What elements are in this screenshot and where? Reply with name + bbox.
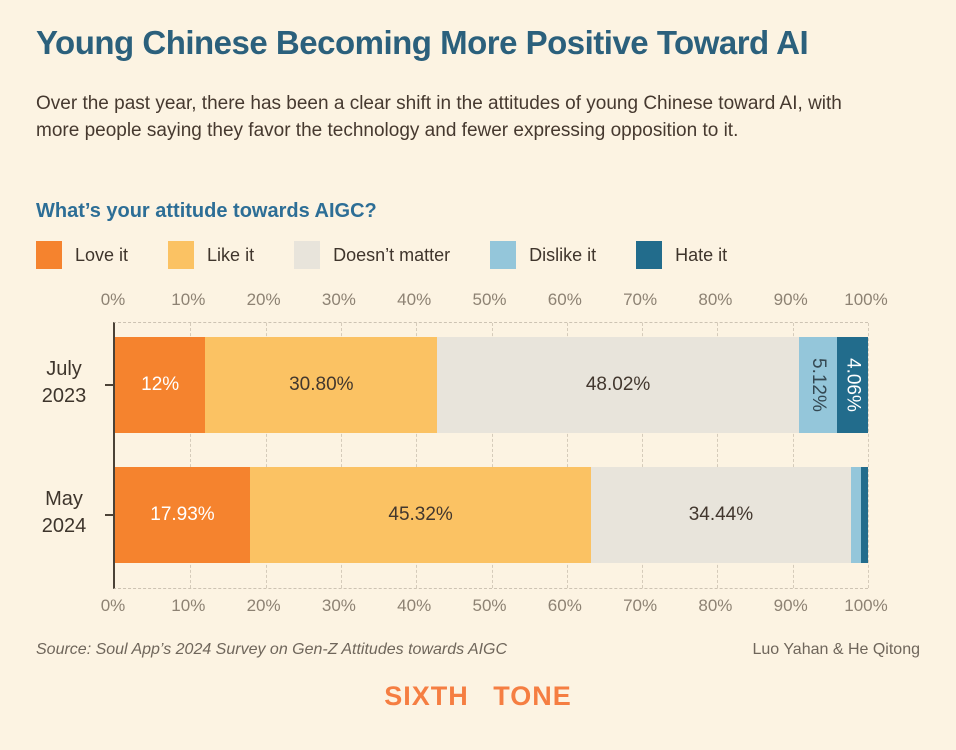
- bar-segment: 34.44%: [591, 467, 851, 563]
- axis-tick-label: 10%: [171, 596, 206, 615]
- axis-tick-label: 0%: [100, 290, 126, 309]
- axis-tick-label: 80%: [698, 596, 733, 615]
- legend-swatch: [294, 241, 321, 269]
- bar-segment: 4.06%: [837, 337, 868, 433]
- plot-area: 12% 30.80% 48.02% 5.12% 4.06% 17.93% 45.32% 34.…: [105, 322, 869, 589]
- bar-row: 17.93% 45.32% 34.44%: [115, 467, 868, 563]
- row-label: July 2023: [41, 358, 87, 407]
- legend-label: Love it: [75, 244, 129, 265]
- row-label: May 2024: [41, 488, 87, 537]
- axis-tick-label: 70%: [623, 290, 658, 309]
- axis-tick-label: 40%: [397, 290, 432, 309]
- axis-tick-label: 100%: [844, 290, 888, 309]
- credit-text: Luo Yahan & He Qitong: [752, 641, 920, 658]
- bar-segment: 45.32%: [250, 467, 592, 563]
- legend-label: Dislike it: [529, 244, 597, 265]
- row-tick: [105, 514, 113, 516]
- gridline: [340, 323, 342, 588]
- bar-segment: 30.80%: [205, 337, 438, 433]
- axis-tick-label: 50%: [472, 596, 507, 615]
- gridline: [792, 323, 794, 588]
- gridline: [642, 323, 644, 588]
- axis-tick-label: 40%: [397, 596, 432, 615]
- axis-top: 0% 10% 20% 30% 40% 50% 60% 70% 80% 90% 100%: [101, 290, 888, 310]
- bar-segment: 17.93%: [115, 467, 250, 563]
- gridline: [566, 323, 568, 588]
- source-text: Source: Soul App’s 2024 Survey on Gen-Z …: [36, 641, 508, 658]
- bar-segment-label: 48.02%: [585, 374, 651, 395]
- legend-item: Love it: [36, 241, 128, 269]
- axis-tick-label: 30%: [321, 290, 356, 309]
- bar-segment-label: 17.93%: [150, 504, 215, 525]
- axis-tick-label: 10%: [171, 290, 206, 309]
- axis-tick-label: 0%: [100, 596, 126, 615]
- chart-question: What’s your attitude towards AIGC?: [36, 200, 377, 222]
- bar-segment-label: 5.12%: [808, 358, 830, 412]
- axis-tick-label: 50%: [472, 290, 507, 309]
- bar-segment: 12%: [115, 337, 206, 433]
- axis-tick-label: 70%: [623, 596, 658, 615]
- gridline: [416, 323, 418, 588]
- bar-segment: [861, 467, 868, 563]
- row-tick: [105, 384, 113, 386]
- gridline: [491, 323, 493, 588]
- legend-item: Dislike it: [490, 241, 596, 269]
- legend-label: Like it: [207, 244, 255, 265]
- axis-tick-label: 20%: [246, 290, 281, 309]
- legend-swatch: [36, 241, 62, 269]
- bar-segment: [850, 467, 862, 563]
- axis-tick-label: 20%: [246, 596, 281, 615]
- page-title: Young Chinese Becoming More Positive Tow…: [36, 24, 809, 61]
- legend-item: Doesn’t matter: [294, 241, 450, 269]
- bar-row: 12% 30.80% 48.02% 5.12% 4.06%: [115, 337, 868, 433]
- legend-item: Like it: [168, 241, 254, 269]
- gridline: [868, 323, 869, 588]
- gridline: [717, 323, 719, 588]
- bar-segment: 48.02%: [437, 337, 799, 433]
- legend-item: Hate it: [636, 241, 727, 269]
- axis-tick-label: 90%: [773, 596, 808, 615]
- axis-tick-label: 80%: [698, 290, 733, 309]
- sixth-tone-logo: SIXTH TONE: [384, 681, 572, 711]
- axis-tick-label: 90%: [773, 290, 808, 309]
- gridline: [190, 323, 192, 588]
- axis-tick-label: 60%: [547, 290, 582, 309]
- bar-segment-label: 45.32%: [388, 504, 453, 525]
- axis-tick-label: 60%: [547, 596, 582, 615]
- gridline: [265, 323, 267, 588]
- bar-segment-label: 4.06%: [842, 358, 864, 412]
- bar-segment-label: 30.80%: [289, 374, 354, 395]
- axis-bottom: 0% 10% 20% 30% 40% 50% 60% 70% 80% 90% 100%: [101, 596, 888, 616]
- legend-label: Doesn’t matter: [333, 244, 451, 265]
- bar-segment: 5.12%: [798, 337, 838, 433]
- bar-segment-label: 12%: [141, 374, 180, 395]
- legend: Love it Like it Doesn’t matter Dislike it Ha…: [36, 241, 727, 269]
- axis-tick-label: 100%: [844, 596, 888, 615]
- bar-segment-label: 34.44%: [688, 504, 754, 525]
- legend-swatch: [168, 241, 195, 269]
- page-subtitle: Over the past year, there has been a cle…: [36, 93, 842, 141]
- axis-tick-label: 30%: [321, 596, 356, 615]
- legend-label: Hate it: [675, 244, 728, 265]
- legend-swatch: [636, 241, 663, 269]
- legend-swatch: [490, 241, 517, 269]
